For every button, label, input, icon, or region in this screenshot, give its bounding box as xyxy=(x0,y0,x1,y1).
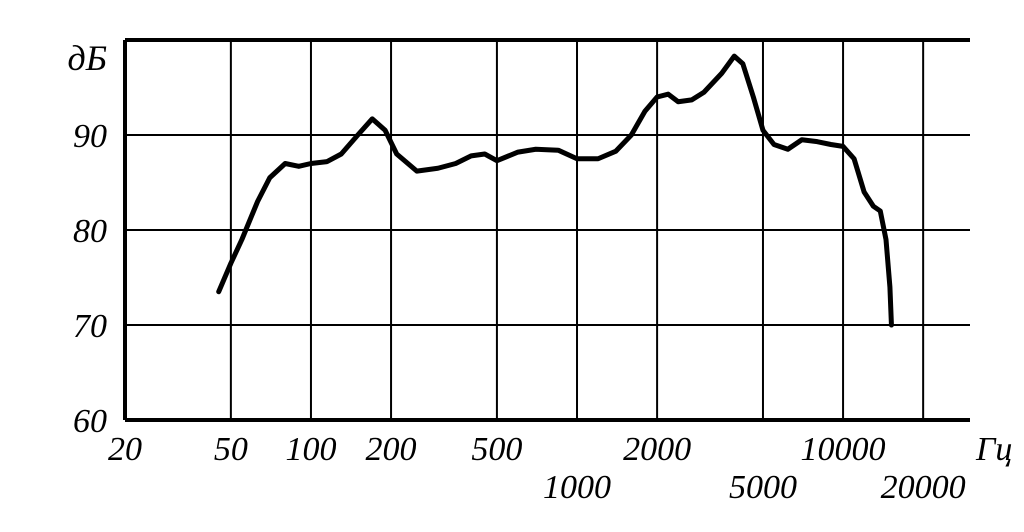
y-tick-label: 70 xyxy=(73,308,107,345)
x-tick-label: 20000 xyxy=(881,469,966,506)
x-tick-label: 2000 xyxy=(623,431,691,468)
x-tick-label: 100 xyxy=(285,431,336,468)
x-tick-label: 200 xyxy=(366,431,417,468)
x-tick-label: 500 xyxy=(471,431,522,468)
chart-svg: 60 70 80 90 дБ 20 50 100 200 500 2000 10000 1000 5000… xyxy=(0,0,1024,532)
frequency-response-chart: 60 70 80 90 дБ 20 50 100 200 500 2000 10000 1000 5000… xyxy=(0,0,1024,532)
y-tick-label: 90 xyxy=(73,118,107,155)
x-tick-label: 1000 xyxy=(543,469,611,506)
x-tick-label: 10000 xyxy=(801,431,886,468)
y-tick-label: 80 xyxy=(73,213,107,250)
x-tick-label: 20 xyxy=(108,431,142,468)
y-tick-label: 60 xyxy=(73,403,107,440)
x-axis-unit: Гц xyxy=(975,431,1012,468)
y-axis-unit: дБ xyxy=(68,38,107,78)
x-tick-label: 5000 xyxy=(729,469,797,506)
x-tick-label: 50 xyxy=(214,431,248,468)
